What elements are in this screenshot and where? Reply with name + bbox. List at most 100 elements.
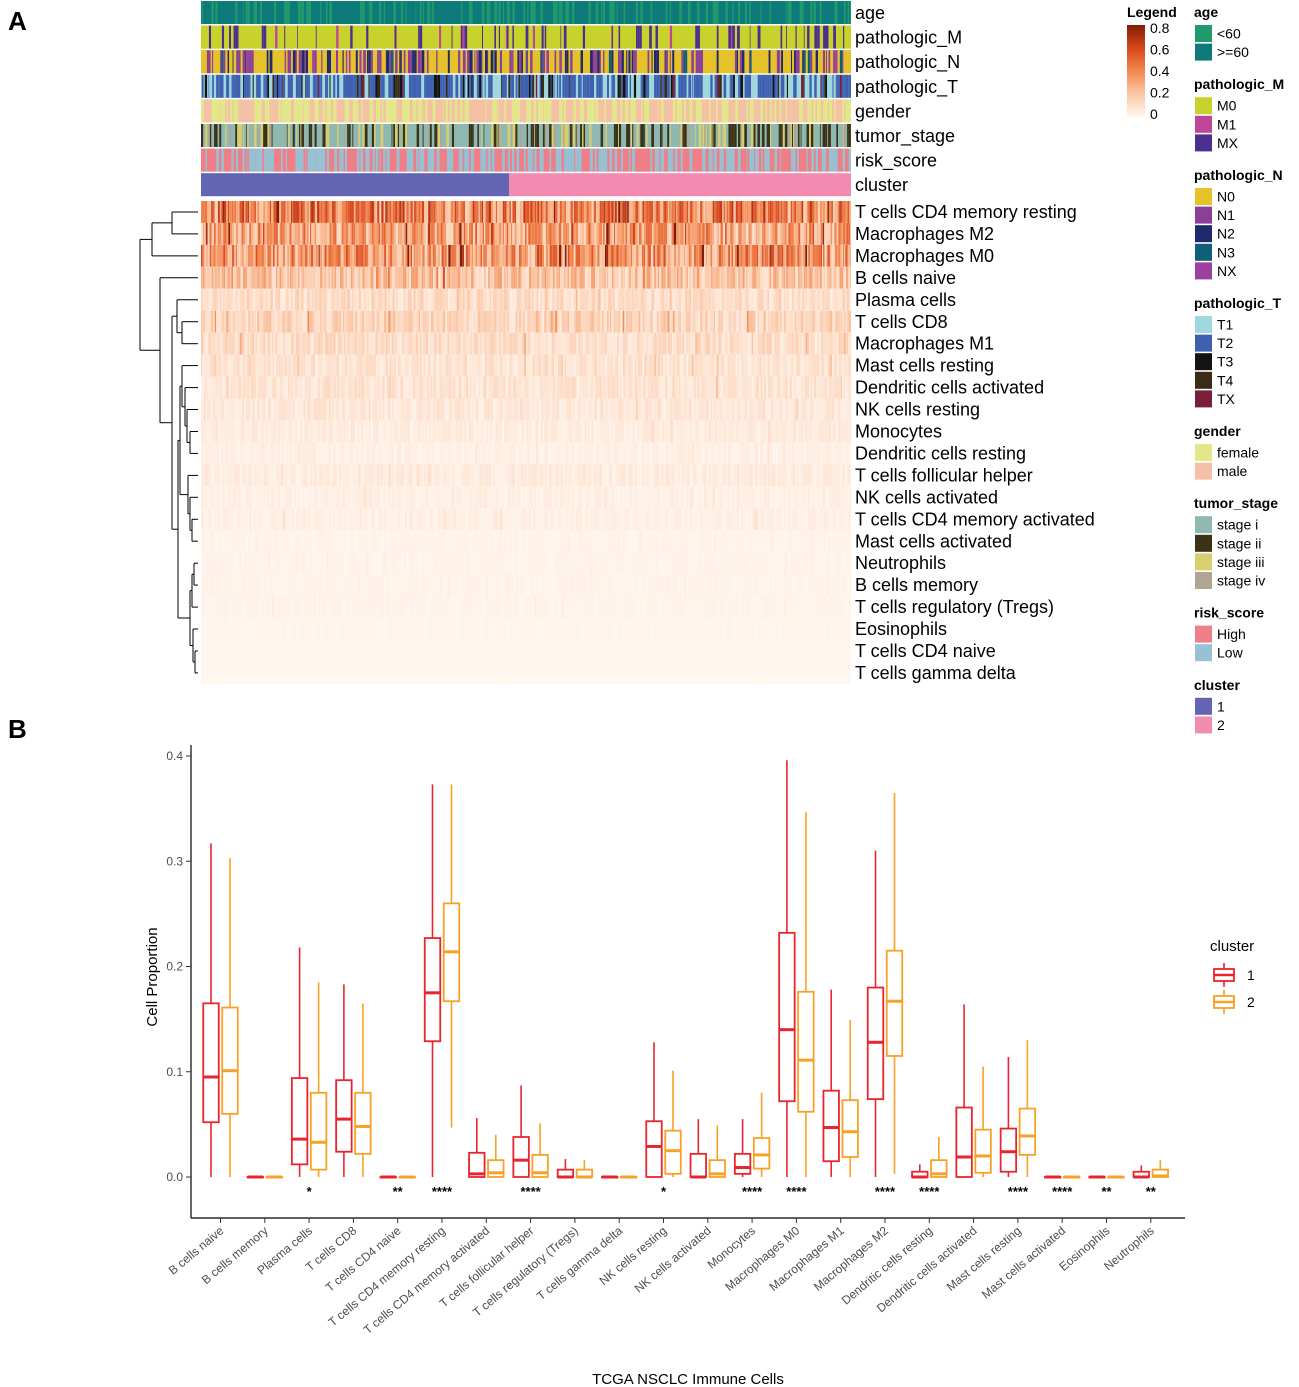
heatmap-cell bbox=[773, 201, 776, 223]
heatmap-cell bbox=[379, 201, 382, 223]
annotation-stripe bbox=[448, 148, 451, 172]
annotation-stripe bbox=[699, 25, 701, 49]
annotation-stripe bbox=[766, 124, 768, 147]
heatmap-cell bbox=[624, 201, 627, 223]
annotation-stripe bbox=[833, 148, 835, 172]
heatmap-cell bbox=[635, 266, 638, 289]
annotation-stripe bbox=[573, 1, 575, 24]
heatmap-cell bbox=[472, 222, 476, 245]
annotation-stripe bbox=[796, 99, 798, 123]
heatmap-cell bbox=[687, 201, 690, 223]
annotation-stripe bbox=[376, 124, 380, 147]
heatmap-cell bbox=[568, 266, 571, 289]
annotation-stripe bbox=[611, 99, 614, 123]
heatmap-cell bbox=[520, 288, 523, 311]
heatmap-cell bbox=[233, 244, 235, 267]
annotation-stripe bbox=[699, 148, 701, 172]
heatmap-cell bbox=[605, 201, 607, 223]
heatmap-cell bbox=[305, 222, 307, 245]
annotation-stripe bbox=[221, 25, 225, 49]
heatmap-cell bbox=[416, 332, 418, 355]
heatmap-cell bbox=[812, 244, 816, 267]
annotation-stripe bbox=[795, 50, 799, 74]
heatmap-cell bbox=[484, 222, 486, 245]
annotation-stripe bbox=[839, 99, 843, 123]
heatmap-cell bbox=[739, 222, 742, 245]
heatmap-cell bbox=[689, 310, 691, 333]
annotation-stripe bbox=[725, 1, 728, 24]
annotation-stripe bbox=[246, 74, 249, 98]
annotation-stripe bbox=[788, 74, 791, 98]
heatmap-cell bbox=[715, 310, 717, 333]
heatmap-cell bbox=[211, 222, 214, 245]
heatmap-cell bbox=[512, 222, 515, 245]
annotation-stripe bbox=[763, 1, 765, 24]
heatmap-cell bbox=[591, 288, 593, 311]
heatmap-cell bbox=[441, 266, 443, 289]
heatmap-cell bbox=[496, 288, 499, 311]
heatmap-cell bbox=[377, 310, 380, 333]
annotation-stripe bbox=[621, 25, 624, 49]
heatmap-cell bbox=[261, 288, 264, 311]
heatmap-cell bbox=[365, 222, 368, 245]
annotation-stripe bbox=[507, 50, 510, 74]
heatmap-cell bbox=[327, 201, 330, 223]
annotation-stripe bbox=[767, 1, 770, 24]
heatmap-cell bbox=[269, 288, 271, 311]
annotation-stripe bbox=[617, 1, 620, 24]
annotation-stripe bbox=[503, 25, 506, 49]
heatmap-cell bbox=[289, 310, 292, 333]
annotation-stripe bbox=[816, 74, 818, 98]
annotation-stripe bbox=[418, 25, 420, 49]
heatmap-cell bbox=[666, 201, 668, 223]
heatmap-cell bbox=[755, 244, 757, 267]
annotation-stripe bbox=[794, 1, 797, 24]
heatmap-cell bbox=[640, 244, 642, 267]
heatmap-cell bbox=[811, 201, 814, 223]
annotation-stripe bbox=[714, 74, 718, 98]
annotation-stripe bbox=[683, 124, 685, 147]
annotation-stripe bbox=[501, 74, 503, 98]
annotation-stripe bbox=[724, 1, 726, 24]
annotation-stripe bbox=[636, 25, 638, 49]
annotation-stripe bbox=[301, 1, 302, 24]
heatmap-cell bbox=[726, 201, 729, 223]
annotation-stripe bbox=[662, 148, 663, 172]
annotation-stripe bbox=[342, 99, 345, 123]
heatmap-cell bbox=[768, 222, 771, 245]
heatmap-cell bbox=[313, 201, 316, 223]
annotation-stripe bbox=[829, 25, 832, 49]
annotation-stripe bbox=[624, 99, 627, 123]
annotation-stripe bbox=[837, 74, 840, 98]
heatmap-cell bbox=[291, 222, 294, 245]
annotation-stripe bbox=[322, 74, 326, 98]
heatmap-cell bbox=[428, 244, 432, 267]
annotation-stripe bbox=[329, 1, 333, 24]
annotation-stripe bbox=[617, 74, 620, 98]
heatmap-cell bbox=[586, 201, 589, 223]
heatmap-cell bbox=[591, 244, 594, 267]
annotation-stripe bbox=[570, 1, 572, 24]
annotation-stripe bbox=[850, 99, 851, 123]
annotation-stripe bbox=[346, 99, 350, 123]
annotation-stripe bbox=[736, 124, 739, 147]
heatmap-cell bbox=[386, 310, 389, 333]
heatmap-cell bbox=[201, 201, 203, 223]
annotation-stripe bbox=[385, 1, 388, 24]
heatmap-cell bbox=[618, 244, 621, 267]
annotation-stripe bbox=[699, 1, 702, 24]
annotation-stripe bbox=[664, 148, 666, 172]
annotation-stripe bbox=[386, 74, 389, 98]
heatmap-cell bbox=[213, 201, 215, 223]
heatmap-cell bbox=[274, 244, 277, 267]
annotation-stripe bbox=[342, 25, 344, 49]
heatmap-cell bbox=[280, 222, 283, 245]
annotation-stripe bbox=[425, 74, 428, 98]
heatmap-cell bbox=[357, 332, 360, 355]
heatmap-cell bbox=[320, 201, 323, 223]
annotation-stripe bbox=[215, 1, 218, 24]
heatmap-cell bbox=[213, 244, 216, 267]
annotation-stripe bbox=[306, 148, 308, 172]
annotation-stripe bbox=[594, 50, 596, 74]
annotation-stripe bbox=[786, 148, 788, 172]
